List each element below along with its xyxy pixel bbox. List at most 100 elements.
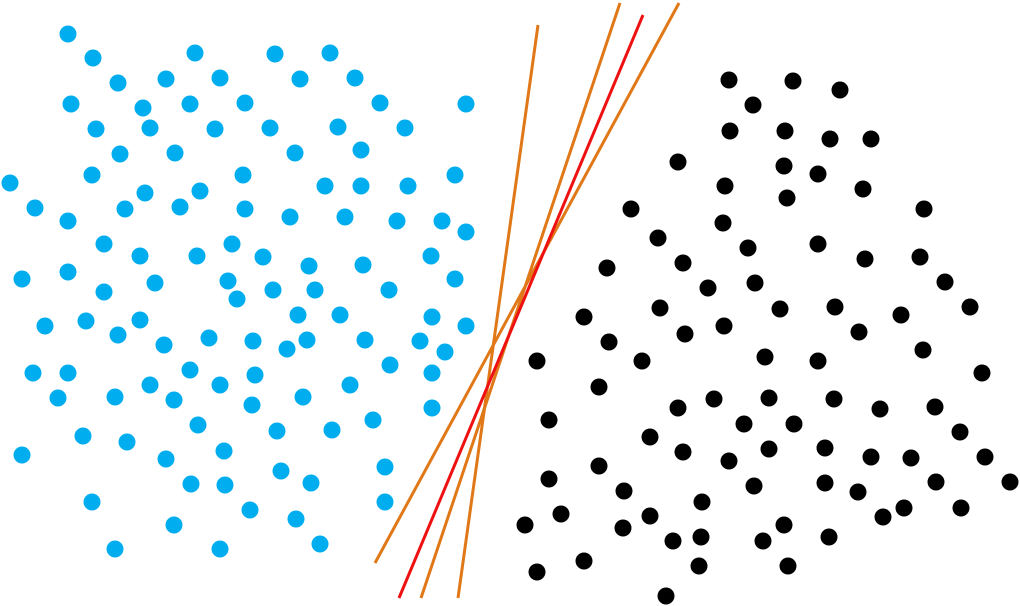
class-a-point xyxy=(286,144,304,162)
class-a-point xyxy=(291,70,309,88)
class-a-point xyxy=(244,332,262,350)
class-b-point xyxy=(927,473,945,491)
class-a-point xyxy=(423,399,441,417)
class-a-point xyxy=(211,376,229,394)
class-b-point xyxy=(779,557,797,575)
class-a-point xyxy=(109,326,127,344)
class-a-point xyxy=(59,212,77,230)
class-a-point xyxy=(300,257,318,275)
class-a-point xyxy=(191,182,209,200)
class-a-point xyxy=(188,247,206,265)
class-b-point xyxy=(1001,473,1019,491)
class-b-point xyxy=(849,483,867,501)
class-a-point xyxy=(381,356,399,374)
class-a-point xyxy=(376,493,394,511)
class-b-point xyxy=(714,214,732,232)
class-a-point xyxy=(289,306,307,324)
class-b-point xyxy=(831,81,849,99)
class-b-point xyxy=(862,130,880,148)
class-b-point xyxy=(926,398,944,416)
class-b-point xyxy=(854,180,872,198)
class-b-point xyxy=(715,317,733,335)
class-b-point xyxy=(516,516,534,534)
class-a-point xyxy=(165,391,183,409)
class-a-point xyxy=(380,281,398,299)
class-a-point xyxy=(234,166,252,184)
class-a-point xyxy=(49,389,67,407)
class-b-point xyxy=(540,411,558,429)
class-a-point xyxy=(59,364,77,382)
class-a-point xyxy=(200,329,218,347)
class-b-point xyxy=(871,400,889,418)
class-b-point xyxy=(809,165,827,183)
class-a-point xyxy=(206,120,224,138)
class-a-point xyxy=(83,493,101,511)
class-a-point xyxy=(181,95,199,113)
class-a-point xyxy=(294,388,312,406)
class-a-point xyxy=(433,212,451,230)
class-a-point xyxy=(95,235,113,253)
class-a-point xyxy=(211,540,229,558)
class-a-point xyxy=(457,317,475,335)
class-b-point xyxy=(961,298,979,316)
class-a-point xyxy=(352,141,370,159)
class-b-point xyxy=(590,457,608,475)
class-a-points xyxy=(1,25,475,558)
class-a-point xyxy=(371,94,389,112)
class-a-point xyxy=(336,208,354,226)
class-b-point xyxy=(552,505,570,523)
class-b-point xyxy=(720,452,738,470)
class-b-point xyxy=(540,470,558,488)
class-a-point xyxy=(74,427,92,445)
class-b-point xyxy=(809,352,827,370)
class-a-point xyxy=(131,311,149,329)
class-a-point xyxy=(287,510,305,528)
class-a-point xyxy=(302,474,320,492)
class-b-point xyxy=(915,200,933,218)
class-a-point xyxy=(376,458,394,476)
class-b-point xyxy=(760,389,778,407)
candidate-line xyxy=(373,2,681,564)
class-a-point xyxy=(106,540,124,558)
class-b-point xyxy=(874,508,892,526)
class-a-point xyxy=(399,177,417,195)
class-a-point xyxy=(422,247,440,265)
class-a-point xyxy=(211,69,229,87)
class-a-point xyxy=(59,263,77,281)
class-a-point xyxy=(111,145,129,163)
class-a-point xyxy=(266,45,284,63)
class-a-point xyxy=(246,366,264,384)
class-a-point xyxy=(341,376,359,394)
class-a-point xyxy=(321,44,339,62)
class-a-point xyxy=(83,166,101,184)
class-a-point xyxy=(155,336,173,354)
class-a-point xyxy=(165,516,183,534)
class-a-point xyxy=(281,208,299,226)
class-b-point xyxy=(641,428,659,446)
class-b-point xyxy=(615,482,633,500)
class-a-point xyxy=(306,281,324,299)
class-a-point xyxy=(116,200,134,218)
class-a-point xyxy=(157,70,175,88)
class-b-point xyxy=(575,552,593,570)
candidate-line xyxy=(456,24,540,599)
separating-lines xyxy=(373,2,681,599)
class-b-point xyxy=(528,352,546,370)
class-b-point xyxy=(735,415,753,433)
class-a-point xyxy=(109,74,127,92)
class-a-point xyxy=(423,308,441,326)
class-a-point xyxy=(141,376,159,394)
class-b-point xyxy=(816,439,834,457)
class-b-point xyxy=(649,229,667,247)
class-b-point xyxy=(744,96,762,114)
class-b-point xyxy=(676,325,694,343)
class-b-point xyxy=(976,448,994,466)
class-a-point xyxy=(411,332,429,350)
class-b-point xyxy=(641,507,659,525)
class-a-point xyxy=(62,95,80,113)
class-a-point xyxy=(13,270,31,288)
class-b-point xyxy=(614,519,632,537)
class-a-point xyxy=(166,144,184,162)
class-a-point xyxy=(236,200,254,218)
